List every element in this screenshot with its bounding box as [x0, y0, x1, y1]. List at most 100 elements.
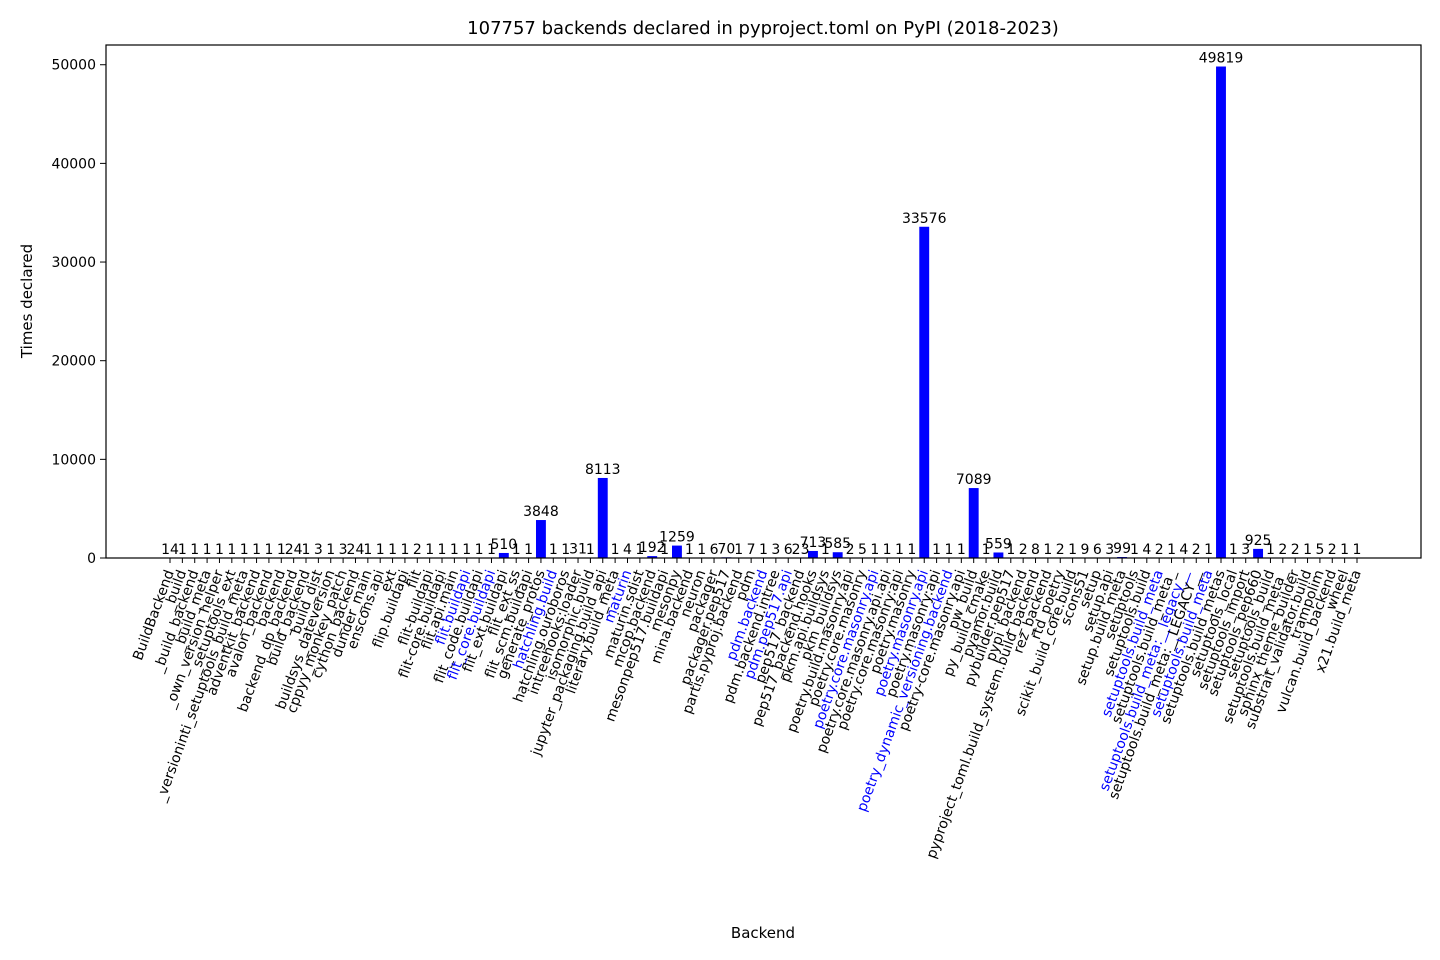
bar-value-label: 1	[487, 542, 496, 558]
bar	[1216, 66, 1226, 558]
bar-value-label: 7089	[956, 472, 992, 488]
bar	[968, 488, 979, 558]
bar-value-label: 24	[347, 542, 365, 558]
bar	[647, 556, 658, 558]
bar-value-label: 1	[685, 542, 694, 558]
bar-value-label: 1	[178, 542, 187, 558]
bar-value-label: 1	[821, 542, 830, 558]
bar-value-label: 2	[1019, 542, 1028, 558]
bar-value-label: 33576	[902, 211, 947, 227]
bar-value-label: 24	[285, 542, 303, 558]
bar-value-label: 1	[425, 542, 434, 558]
bar	[597, 477, 608, 558]
bar-value-label: 2	[1328, 542, 1337, 558]
bar-value-label: 1	[512, 542, 521, 558]
bar-value-label: 1	[438, 542, 447, 558]
bar-value-label: 1	[1043, 542, 1052, 558]
bar-value-label: 1	[1353, 542, 1362, 558]
bar-value-label: 3	[339, 542, 348, 558]
bar-value-label: 4	[1179, 542, 1188, 558]
bar-value-label: 1	[982, 542, 991, 558]
bar	[993, 552, 1004, 558]
bar-value-label: 1	[240, 542, 249, 558]
bar-value-label: 3848	[523, 504, 559, 520]
bar-value-label: 1	[734, 542, 743, 558]
y-tick-label: 30000	[51, 255, 96, 271]
bar-value-label: 31	[569, 542, 587, 558]
bar-value-label: 3	[1241, 542, 1250, 558]
bar-value-label: 1	[1340, 542, 1349, 558]
bar-value-label: 1	[203, 542, 212, 558]
plot-frame	[105, 44, 1422, 559]
bar-value-label: 2	[1056, 542, 1065, 558]
bar-value-label: 1	[326, 542, 335, 558]
bar-value-label: 1	[475, 542, 484, 558]
y-axis-ticks: 0 10000 20000 30000 40000 50000	[51, 58, 106, 567]
bar-value-label: 1	[363, 542, 372, 558]
bar-value-label: 1	[252, 542, 261, 558]
bar-value-label: 1	[1204, 542, 1213, 558]
bar-value-label: 713	[800, 535, 827, 551]
bar-value-label: 585	[824, 536, 851, 552]
bar-value-label: 1	[870, 542, 879, 558]
y-tick-label: 40000	[51, 156, 96, 172]
bar-value-label: 1	[895, 542, 904, 558]
x-axis-ticks: BuildBackend_build_build_backend_build_m…	[130, 558, 1365, 861]
bar-value-label: 6	[1093, 542, 1102, 558]
bar-value-label: 1	[302, 542, 311, 558]
bar-value-label: 3	[1105, 542, 1114, 558]
x-axis-label: Backend	[731, 924, 795, 942]
y-tick-label: 20000	[51, 354, 96, 370]
bar-value-label: 1	[1303, 542, 1312, 558]
bar-value-label: 1	[1266, 542, 1275, 558]
bar-value-label: 1	[759, 542, 768, 558]
y-tick-label: 50000	[51, 58, 96, 74]
bar	[808, 550, 818, 558]
bar-value-label: 1	[697, 542, 706, 558]
bar-value-label: 1	[215, 542, 224, 558]
bar-value-label: 925	[1245, 533, 1272, 549]
bar	[535, 520, 546, 558]
bar-value-label: 559	[985, 536, 1012, 552]
bar-value-label: 1	[907, 542, 916, 558]
bar-value-label: 1	[561, 542, 570, 558]
y-tick-label: 10000	[51, 452, 96, 468]
bar-value-label: 70	[717, 541, 735, 557]
bar-value-label: 1	[932, 542, 941, 558]
y-axis-label: Times declared	[18, 244, 36, 359]
bar-value-label: 2	[846, 542, 855, 558]
bar	[498, 552, 509, 558]
bar-value-label: 3	[771, 542, 780, 558]
bar-value-label: 1	[227, 542, 236, 558]
bar-value-label: 1	[1068, 542, 1077, 558]
bar-value-label: 1	[264, 542, 273, 558]
bar-value-label: 2	[1278, 542, 1287, 558]
chart-title: 107757 backends declared in pyproject.to…	[467, 18, 1059, 39]
bar-value-label: 1	[388, 542, 397, 558]
bar-value-label: 5	[858, 542, 867, 558]
bar-value-label: 1259	[659, 530, 695, 546]
bar-value-label: 1	[957, 542, 966, 558]
bar-value-label: 1	[635, 542, 644, 558]
bar-value-label: 99	[1113, 541, 1131, 557]
bar-value-label: 1	[190, 542, 199, 558]
bar-value-label: 8113	[585, 462, 621, 478]
bar-value-label: 1	[611, 542, 620, 558]
bar-value-label: 5	[1315, 542, 1324, 558]
bar-value-label: 1	[524, 542, 533, 558]
bar-value-label: 2	[1192, 542, 1201, 558]
bar-value-label: 49819	[1199, 51, 1244, 67]
x-tick-label: flit	[404, 567, 425, 590]
bar	[672, 545, 682, 558]
bar-value-label: 1	[883, 542, 892, 558]
bar-value-label: 2	[1155, 542, 1164, 558]
bar-value-label: 1	[1167, 542, 1176, 558]
bar-value-label: 7	[747, 542, 756, 558]
bar-value-label: 14	[161, 542, 179, 558]
bar-value-label: 1	[1229, 542, 1238, 558]
y-tick-label: 0	[87, 551, 96, 567]
bar-value-label: 4	[623, 542, 632, 558]
bars-group	[165, 66, 1362, 559]
